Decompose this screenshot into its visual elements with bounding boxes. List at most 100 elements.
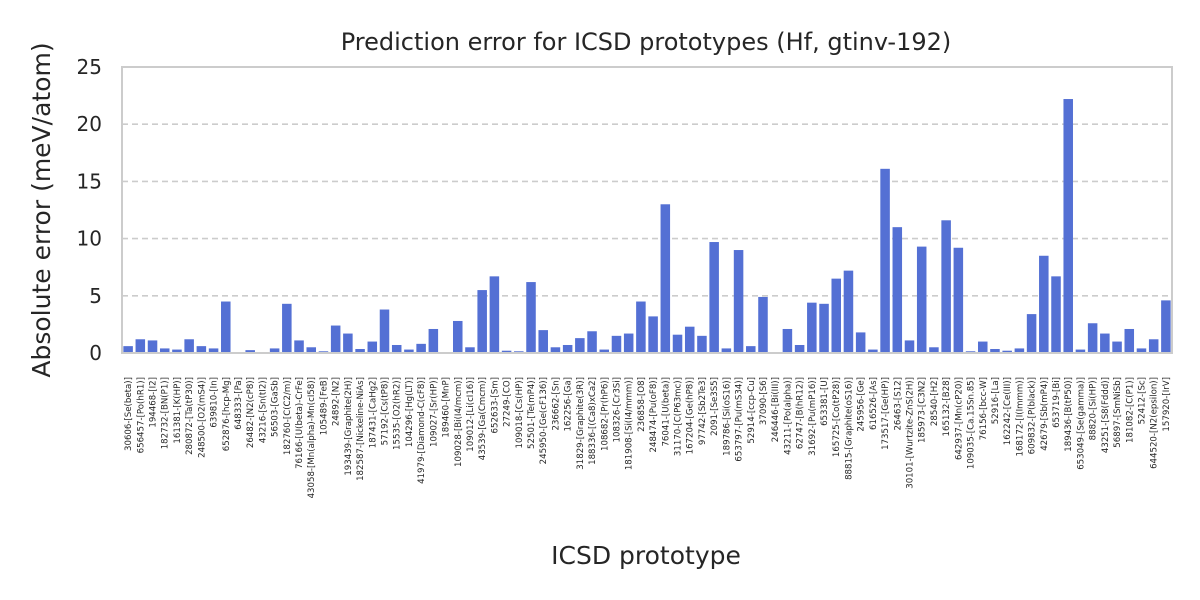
- bar: [746, 346, 756, 353]
- x-tick-label: 616526-[As]: [869, 377, 879, 430]
- bar: [501, 350, 512, 353]
- bar: [794, 344, 805, 353]
- bar: [416, 343, 426, 353]
- x-tick-label: 24892-[N2]: [332, 377, 342, 426]
- x-tick-label: 161381-[K(HP)]: [173, 377, 183, 444]
- x-tick-label: 52916-[La]: [991, 377, 1001, 424]
- x-tick-label: 52501-[Te(mP4)]: [527, 377, 537, 449]
- y-tick-labels: 0 5 10 15 20 25: [77, 55, 102, 365]
- bar: [611, 335, 622, 353]
- bar: [1026, 314, 1037, 353]
- bar: [1136, 348, 1147, 353]
- bar: [428, 328, 439, 353]
- x-tick-label: 193439-[Graphite(2H)]: [344, 377, 354, 476]
- bar: [452, 320, 463, 353]
- bar: [123, 346, 133, 353]
- bar: [404, 349, 414, 353]
- bars: [123, 99, 1171, 353]
- x-tick-label: 26482-[N2(cP8)]: [246, 377, 256, 448]
- x-tick-label: 157920-[IrV]: [1162, 377, 1172, 432]
- x-tick-label: 189460-[MnP]: [442, 377, 452, 438]
- x-tick-label: 109035-[Ca.15Sn.85]: [967, 377, 977, 469]
- x-tick-label: 108326-[Cr3Si]: [612, 377, 622, 442]
- x-tick-label: 248500-[O2(mS4)]: [197, 377, 207, 458]
- x-tick-label: 165132-[B28]: [942, 377, 952, 436]
- bar: [575, 338, 585, 353]
- bar: [465, 347, 475, 353]
- x-tick-label: 31692-[Pu(mP16)]: [808, 377, 818, 456]
- bar: [892, 227, 903, 353]
- x-tick-label: 656457-[Po(hR1)]: [136, 377, 146, 453]
- bar: [294, 340, 304, 353]
- bar: [880, 168, 890, 353]
- bar: [245, 350, 255, 353]
- bar: [538, 330, 548, 353]
- y-tick-label: 25: [77, 55, 102, 79]
- x-tick-label: 248474-[Pu(oF8)]: [649, 377, 659, 452]
- x-tick-label: 609832-[P(black)]: [1028, 377, 1038, 454]
- x-tick-label: 652633-[Sm]: [490, 377, 500, 433]
- x-tick-label: 644520-[N2(epsilon)]: [1150, 377, 1160, 469]
- bar: [1039, 255, 1049, 353]
- y-tick-label: 10: [77, 227, 102, 251]
- x-tick-label: 189436-[B(tP50)]: [1064, 377, 1074, 452]
- x-tick-label: 56897-[SmNiSb]: [1113, 377, 1123, 448]
- bar: [330, 325, 341, 353]
- x-tick-label: 181908-[Si(I4/mmm)]: [625, 377, 635, 470]
- bar: [990, 348, 1000, 353]
- x-tick-label: 43058-[Mn(alpha)-Mn(cI58)]: [307, 377, 317, 498]
- x-tick-label: 236858-[O8]: [637, 377, 647, 432]
- x-tick-label: 245950-[Ge(cF136)]: [539, 377, 549, 464]
- bar: [1075, 349, 1086, 353]
- x-tick-label: 280872-[Ta(tP30)]: [185, 377, 195, 455]
- bar: [587, 331, 597, 353]
- x-tick-label: 104296-[Hg(LT)]: [405, 377, 415, 447]
- bar: [562, 344, 573, 353]
- bar: [379, 309, 390, 353]
- x-tick-label: 181082-[C(P1)]: [1125, 377, 1135, 443]
- y-axis-label: Absolute error (meV/atom): [27, 42, 56, 377]
- x-tick-label: 52914-[ccp-Cu]: [747, 377, 757, 444]
- x-tick-label: 162242-[Ce(III)]: [1003, 377, 1013, 445]
- x-tick-label: 41979-[Diamond-C(cF8)]: [417, 377, 427, 484]
- bar: [1051, 276, 1061, 353]
- bar: [660, 204, 671, 353]
- x-axis-label: ICSD prototype: [551, 541, 741, 570]
- x-tick-label: 27249-[CO]: [503, 377, 513, 427]
- x-tick-label: 108682-[Pr(hP6)]: [600, 377, 610, 451]
- bar: [623, 333, 634, 353]
- x-tick-label: 188336-[(Ca8)xCa2]: [588, 377, 598, 465]
- x-tick-label: 653049-[Se(gamma)]: [1076, 377, 1086, 470]
- x-tick-label: 639810-[In]: [210, 377, 220, 428]
- y-tick-label: 20: [77, 112, 102, 136]
- x-tick-label: 31829-[Graphite(3R)]: [576, 377, 586, 470]
- bar: [599, 349, 610, 353]
- bar: [672, 334, 683, 353]
- x-tick-label: 173517-[Ge(HP)]: [881, 377, 891, 450]
- x-tick-label: 653719-[Bi]: [1052, 377, 1062, 428]
- bar: [941, 220, 951, 353]
- bar: [1002, 350, 1012, 353]
- x-tick-label: 62747-[B(hR12)]: [796, 377, 806, 449]
- x-tick-label: 194468-[I2]: [149, 377, 159, 428]
- bar: [807, 302, 817, 353]
- x-tick-label: 26463-[S12]: [893, 377, 903, 431]
- x-tick-label: 182732-[BN(P1)]: [161, 377, 171, 449]
- x-tick-label: 30606-[Se(beta)]: [124, 377, 134, 451]
- x-tick-label: 28540-[H2]: [930, 377, 940, 426]
- x-tick-label: 165725-[Co(tP28)]: [832, 377, 842, 457]
- bar: [355, 348, 365, 353]
- bar: [1124, 328, 1135, 353]
- bar: [391, 344, 402, 353]
- bar: [269, 348, 280, 353]
- bar: [977, 341, 988, 353]
- bar: [282, 303, 292, 353]
- x-tick-label: 88820-[Si(HP)]: [1089, 377, 1099, 440]
- gridlines: [122, 123, 1172, 297]
- bar: [868, 349, 878, 353]
- chart-title: Prediction error for ICSD prototypes (Hf…: [341, 28, 952, 56]
- bar: [709, 242, 719, 353]
- bar: [831, 278, 842, 353]
- x-tick-label: 185973-[C3N2]: [918, 377, 928, 443]
